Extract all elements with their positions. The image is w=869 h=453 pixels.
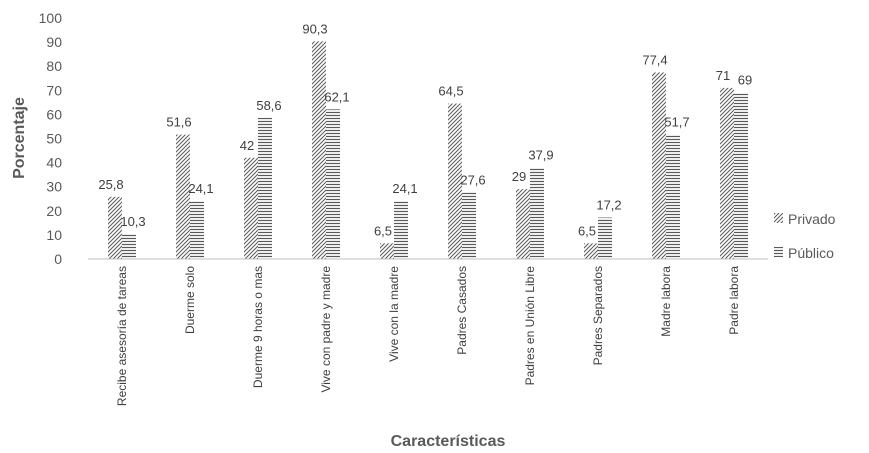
y-tick-label: 80 <box>46 58 62 74</box>
category-label: Madre labora <box>659 266 673 337</box>
data-label: 24,1 <box>188 181 213 196</box>
bar-privado-3 <box>312 41 326 259</box>
data-label: 17,2 <box>596 198 621 213</box>
legend: Privado Público <box>774 211 836 261</box>
data-label: 10,3 <box>120 214 145 229</box>
y-tick-label: 50 <box>46 131 62 147</box>
bar-público-6 <box>530 167 544 259</box>
y-tick-label: 20 <box>46 203 62 219</box>
x-axis-title: Características <box>391 433 506 450</box>
data-label: 51,7 <box>664 114 689 129</box>
bar-privado-7 <box>584 243 598 259</box>
data-label: 29 <box>512 169 526 184</box>
y-tick-label: 60 <box>46 106 62 122</box>
legend-label: Privado <box>788 211 836 227</box>
data-label: 6,5 <box>374 223 392 238</box>
category-label: Padres Casados <box>455 266 469 355</box>
data-label: 64,5 <box>438 84 463 99</box>
y-tick-label: 40 <box>46 155 62 171</box>
legend-label: Público <box>788 245 834 261</box>
data-label: 25,8 <box>98 177 123 192</box>
data-label: 37,9 <box>528 148 553 163</box>
y-tick-label: 0 <box>54 251 62 267</box>
bar-privado-5 <box>448 103 462 260</box>
bar-privado-6 <box>516 189 530 259</box>
y-axis-ticks: 0 10 20 30 40 50 60 70 80 90 100 <box>39 10 63 267</box>
data-label: 51,6 <box>166 115 191 130</box>
data-labels: 25,8 10,3 51,6 24,1 42 58,6 90,3 62,1 6,5 24,1 64,… <box>98 21 752 238</box>
category-label: Padres en Unión Libre <box>523 266 537 386</box>
bar-público-2 <box>258 117 272 259</box>
bar-público-4 <box>394 200 408 259</box>
bar-público-0 <box>122 234 136 259</box>
bars <box>108 41 748 260</box>
category-label: Padres Separados <box>591 266 605 365</box>
data-label: 69 <box>738 73 752 88</box>
data-label: 24,1 <box>392 181 417 196</box>
bar-privado-0 <box>108 196 122 259</box>
data-label: 90,3 <box>302 21 327 36</box>
bar-público-8 <box>666 134 680 259</box>
data-label: 42 <box>240 138 254 153</box>
bar-público-3 <box>326 109 340 260</box>
bar-privado-9 <box>720 87 734 259</box>
y-axis-title: Porcentaje <box>11 97 28 179</box>
category-label: Recibe asesoría de tareas <box>115 266 129 406</box>
bar-público-7 <box>598 217 612 259</box>
y-tick-label: 100 <box>39 10 63 26</box>
bar-público-9 <box>734 92 748 260</box>
bar-privado-4 <box>380 243 394 259</box>
bar-público-1 <box>190 200 204 259</box>
category-label: Vive con la madre <box>387 266 401 362</box>
bar-privado-1 <box>176 134 190 259</box>
y-tick-label: 30 <box>46 179 62 195</box>
data-label: 27,6 <box>460 172 485 187</box>
legend-swatch-privado <box>774 213 783 223</box>
bar-privado-8 <box>652 72 666 259</box>
y-tick-label: 70 <box>46 82 62 98</box>
data-label: 62,1 <box>324 89 349 104</box>
category-label: Padre labora <box>727 266 741 335</box>
category-labels: Recibe asesoría de tareas Duerme solo Duer… <box>115 266 741 406</box>
category-label: Vive con padre y madre <box>319 266 333 393</box>
data-label: 77,4 <box>642 52 667 67</box>
category-label: Duerme solo <box>183 266 197 334</box>
bar-público-5 <box>462 192 476 259</box>
data-label: 58,6 <box>256 98 281 113</box>
category-label: Duerme 9 horas o mas <box>251 266 265 388</box>
legend-swatch-público <box>774 247 783 257</box>
bar-privado-2 <box>244 157 258 259</box>
y-tick-label: 10 <box>46 227 62 243</box>
data-label: 71 <box>716 68 730 83</box>
y-tick-label: 90 <box>46 34 62 50</box>
data-label: 6,5 <box>578 223 596 238</box>
